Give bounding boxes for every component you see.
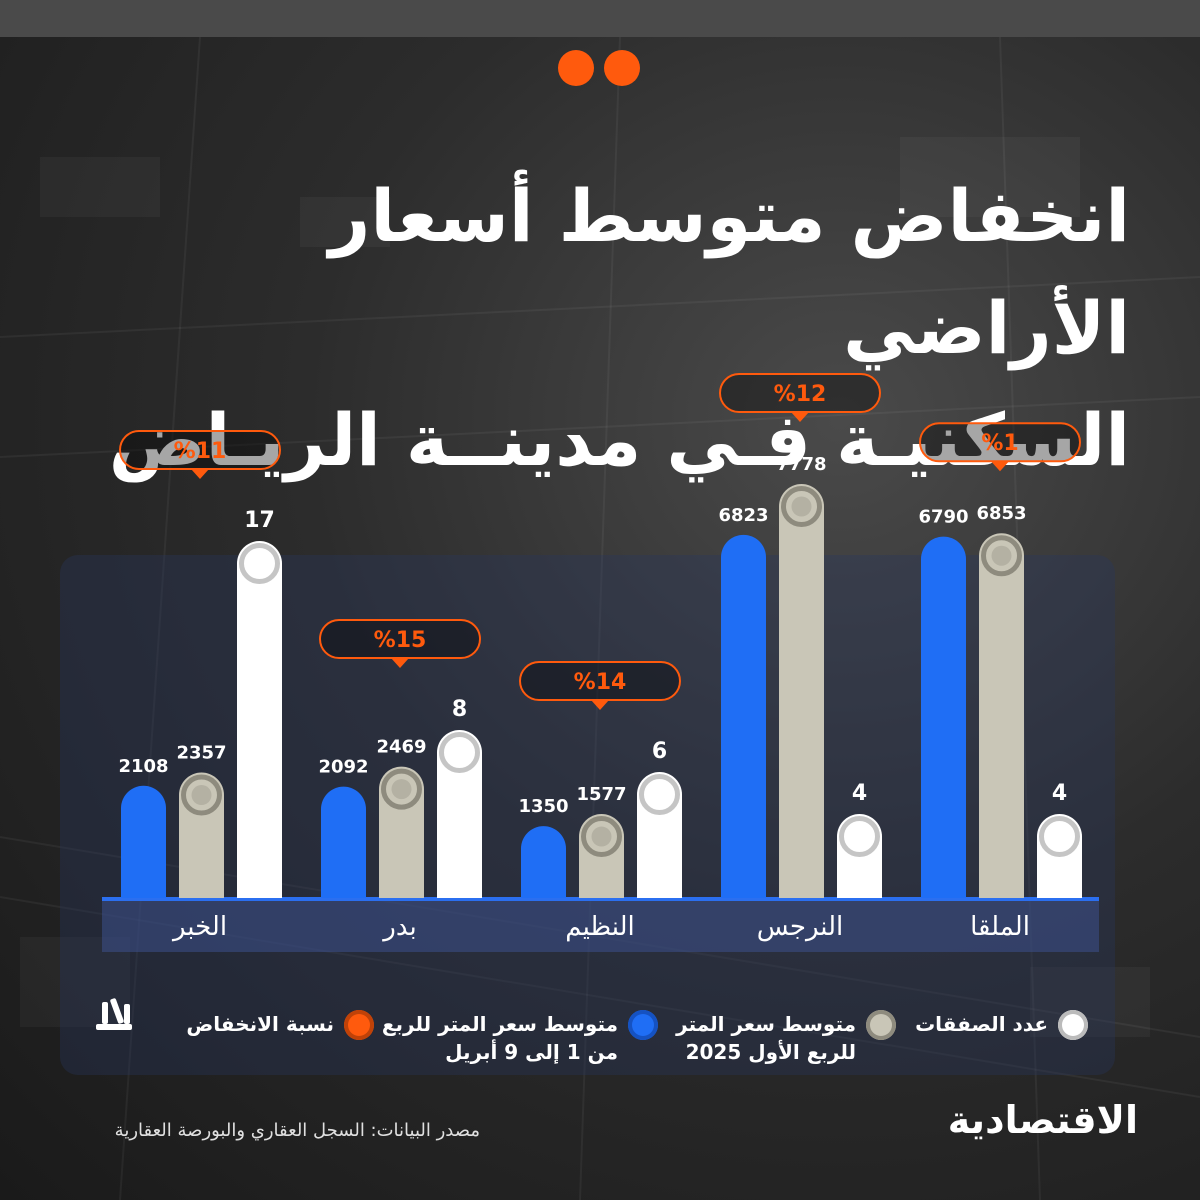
bar-q2-4 <box>121 785 166 898</box>
category-label-4: الخبر <box>171 912 227 942</box>
aerial-photo-background <box>0 37 1200 1200</box>
page-title: انخفاض متوسط أسعار الأراضي السكنيـة فـي … <box>50 160 1130 496</box>
drop-bubble-pointer-1 <box>791 412 809 422</box>
bar-q2-0 <box>921 536 966 898</box>
decor-dot-right <box>604 50 640 86</box>
value-label-q2-0: 6790 <box>918 507 968 528</box>
bar-count-4 <box>237 541 282 898</box>
title-line-2: السكنيـة فـي مدينــة الريـاض <box>108 398 1130 482</box>
bar-cap-inner-count-4 <box>249 553 270 574</box>
bar-q1-1 <box>779 484 824 898</box>
value-label-q1-2: 1577 <box>576 784 626 805</box>
bar-cap-inner-count-3 <box>449 742 470 763</box>
value-label-q2-2: 1350 <box>518 796 568 817</box>
drop-percent-label-2: %14 <box>574 670 627 695</box>
drop-percent-label-1: %12 <box>774 382 827 407</box>
category-label-1: النرجس <box>757 912 844 942</box>
title-line-1: انخفاض متوسط أسعار الأراضي <box>328 174 1130 370</box>
value-label-count-1: 4 <box>852 781 867 806</box>
bar-cap-inner-q1-4 <box>191 785 212 806</box>
category-label-0: الملقا <box>970 912 1030 942</box>
bar-cap-inner-count-2 <box>649 784 670 805</box>
bar-count-3 <box>437 730 482 898</box>
value-label-count-4: 17 <box>244 508 275 533</box>
drop-percent-label-3: %15 <box>374 628 427 653</box>
bar-cap-inner-q1-0 <box>991 545 1012 566</box>
x-axis-band <box>102 898 1099 952</box>
bar-q1-0 <box>979 533 1024 898</box>
category-label-2: النظيم <box>565 912 634 942</box>
decor-dot-left <box>558 50 594 86</box>
bar-q2-3 <box>321 786 366 898</box>
drop-percent-label-0: %1 <box>981 431 1018 456</box>
value-label-count-2: 6 <box>652 739 667 764</box>
drop-bubble-pointer-0 <box>991 461 1009 472</box>
value-label-q2-3: 2092 <box>318 757 368 778</box>
value-label-count-3: 8 <box>452 697 467 722</box>
top-bar <box>0 0 1200 37</box>
bar-q2-2 <box>521 826 566 898</box>
brand-mark-icon <box>96 998 132 1030</box>
bar-cap-inner-count-0 <box>1049 826 1070 847</box>
category-label-3: بدر <box>381 912 416 942</box>
drop-percent-label-4: %11 <box>174 439 227 464</box>
value-label-q1-4: 2357 <box>176 743 226 764</box>
data-source: مصدر البيانات: السجل العقاري والبورصة ال… <box>114 1120 480 1141</box>
drop-bubble-pointer-3 <box>391 658 409 668</box>
value-label-q1-1: 7778 <box>776 454 826 475</box>
drop-bubble-pointer-4 <box>191 469 209 479</box>
bar-cap-inner-count-1 <box>849 826 870 847</box>
value-label-q2-1: 6823 <box>718 505 768 526</box>
bar-cap-inner-q1-3 <box>391 779 412 800</box>
bar-cap-inner-q1-2 <box>591 826 612 847</box>
value-label-q2-4: 2108 <box>118 756 168 777</box>
drop-bubble-pointer-2 <box>591 700 609 710</box>
value-label-q1-3: 2469 <box>376 737 426 758</box>
bar-cap-inner-q1-1 <box>791 496 812 517</box>
value-label-q1-0: 6853 <box>976 503 1026 524</box>
value-label-count-0: 4 <box>1052 781 1067 806</box>
bar-q2-1 <box>721 534 766 898</box>
brand-name: الاقتصادية <box>947 1098 1138 1142</box>
